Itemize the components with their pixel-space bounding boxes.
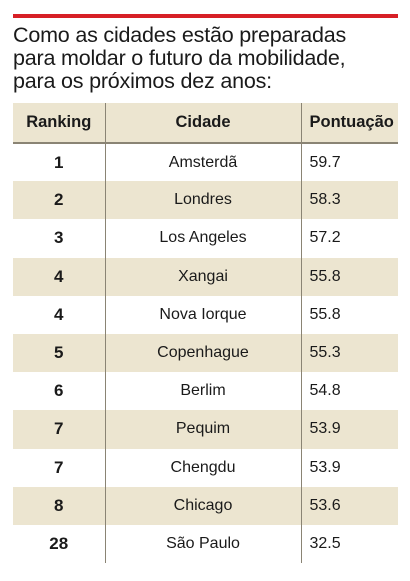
header-row: Ranking Cidade Pontuação (13, 103, 398, 143)
city-cell: Xangai (104, 257, 301, 296)
rank-cell: 1 (54, 152, 64, 172)
rank-cell: 4 (54, 266, 64, 286)
table-row: 7 Pequim 53.9 (13, 410, 398, 449)
score-cell: 53.9 (300, 410, 398, 449)
ranking-table: Ranking Cidade Pontuação 1 Amsterdã 59.7 2 L… (13, 103, 398, 564)
table-row: 28 São Paulo 32.5 (13, 524, 398, 564)
score-cell: 58.3 (300, 181, 398, 220)
score-cell: 53.6 (300, 486, 398, 525)
column-header-ranking: Ranking (26, 113, 92, 131)
rank-cell: 7 (54, 457, 64, 477)
table-header: Ranking Cidade Pontuação (13, 103, 398, 143)
score-cell: 55.8 (300, 257, 398, 296)
rank-cell: 28 (49, 533, 69, 553)
city-cell: Nova Iorque (104, 295, 301, 334)
table-row: 5 Copenhague 55.3 (13, 333, 398, 373)
score-cell: 57.2 (300, 219, 398, 258)
city-cell: Berlim (104, 372, 301, 411)
rank-cell: 7 (54, 419, 64, 439)
table-body: 1 Amsterdã 59.7 2 Londres 58.3 3 Los Angeles 57.… (13, 143, 398, 564)
city-cell: Chicago (104, 486, 301, 525)
score-cell: 55.8 (300, 295, 398, 334)
table-row: 8 Chicago 53.6 (13, 486, 398, 525)
city-cell: Copenhague (104, 333, 301, 373)
chart-title: Como as cidades estão preparadas para mo… (13, 23, 347, 93)
city-cell: Londres (104, 181, 301, 220)
score-cell: 59.7 (300, 143, 398, 182)
rank-cell: 4 (54, 304, 64, 324)
city-cell: São Paulo (104, 524, 301, 564)
rank-cell: 8 (54, 495, 64, 515)
top-accent-rule (13, 14, 398, 18)
column-header-cidade: Cidade (104, 103, 301, 143)
table-row: 3 Los Angeles 57.2 (13, 219, 398, 258)
rank-cell: 2 (54, 190, 64, 210)
table-row: 4 Nova Iorque 55.8 (13, 295, 398, 334)
rank-cell: 3 (54, 228, 64, 248)
city-cell: Los Angeles (104, 219, 301, 258)
score-cell: 55.3 (300, 333, 398, 373)
city-cell: Amsterdã (104, 143, 301, 182)
rank-cell: 6 (54, 381, 64, 401)
rank-cell: 5 (54, 343, 64, 363)
score-cell: 32.5 (300, 524, 398, 564)
table-row: 6 Berlim 54.8 (13, 372, 398, 411)
table-row: 1 Amsterdã 59.7 (13, 143, 398, 182)
city-cell: Pequim (104, 410, 301, 449)
table-row: 2 Londres 58.3 (13, 181, 398, 220)
score-cell: 53.9 (300, 448, 398, 487)
table-row: 7 Chengdu 53.9 (13, 448, 398, 487)
score-cell: 54.8 (300, 372, 398, 411)
column-header-pontuacao: Pontuação (300, 103, 398, 143)
table-row: 4 Xangai 55.8 (13, 257, 398, 296)
city-cell: Chengdu (104, 448, 301, 487)
